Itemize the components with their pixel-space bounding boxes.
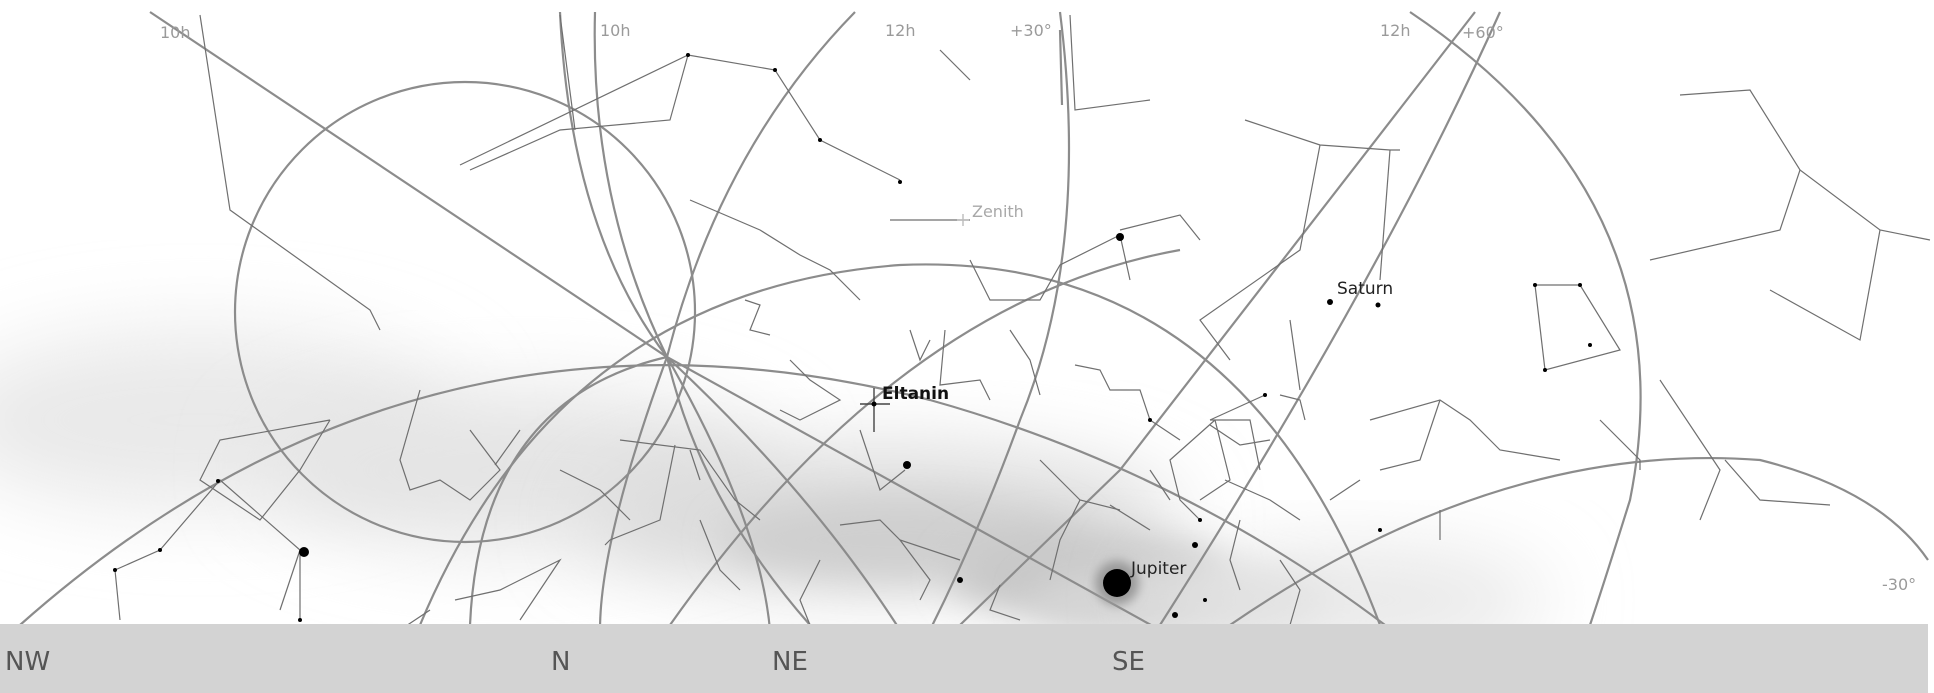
dec-label-top-2: +60° <box>1462 23 1504 42</box>
dec-label-right: -30° <box>1882 575 1916 594</box>
constellation-lines <box>114 14 1931 631</box>
meridian-10 <box>1159 11 1502 626</box>
eltanin-label[interactable]: Eltanin <box>882 384 949 404</box>
meridian-7 <box>665 356 811 626</box>
coordinate-grid <box>19 11 1929 631</box>
declination-arc-1 <box>19 364 1386 626</box>
meridian-4 <box>929 11 1071 631</box>
direction-ne: NE <box>772 647 808 677</box>
eltanin-marker[interactable] <box>860 388 890 432</box>
zenith-marker <box>957 214 969 226</box>
ra-label-left: 10h <box>160 23 191 42</box>
direction-se: SE <box>1112 647 1145 677</box>
declination-arc-3 <box>669 248 1181 626</box>
declination-arc-4 <box>1229 457 1929 626</box>
meridian-11 <box>1409 11 1642 626</box>
saturn-label[interactable]: Saturn <box>1337 279 1393 299</box>
meridian-5 <box>666 356 901 631</box>
jupiter-marker[interactable] <box>1095 561 1139 605</box>
meridian-6 <box>468 355 668 626</box>
dec-label-top: +30° <box>1010 21 1052 40</box>
jupiter-label[interactable]: Jupiter <box>1130 559 1186 579</box>
ra-label-top-2: 12h <box>885 21 916 40</box>
meridian-3 <box>598 11 856 631</box>
meridian-8 <box>558 11 668 358</box>
ra-label-top-1: 10h <box>600 21 631 40</box>
meridian-12 <box>1058 29 1064 106</box>
direction-n: N <box>551 647 571 677</box>
zenith-label: Zenith <box>972 202 1024 221</box>
milky-way <box>0 330 1550 650</box>
meridian-9 <box>959 11 1476 626</box>
polar-circle <box>233 80 697 544</box>
horizon-bar: NW N NE SE <box>0 624 1928 693</box>
declination-arc-2 <box>418 263 1382 626</box>
ra-label-top-3: 12h <box>1380 21 1411 40</box>
stars <box>113 53 1592 622</box>
direction-nw: NW <box>5 647 51 677</box>
